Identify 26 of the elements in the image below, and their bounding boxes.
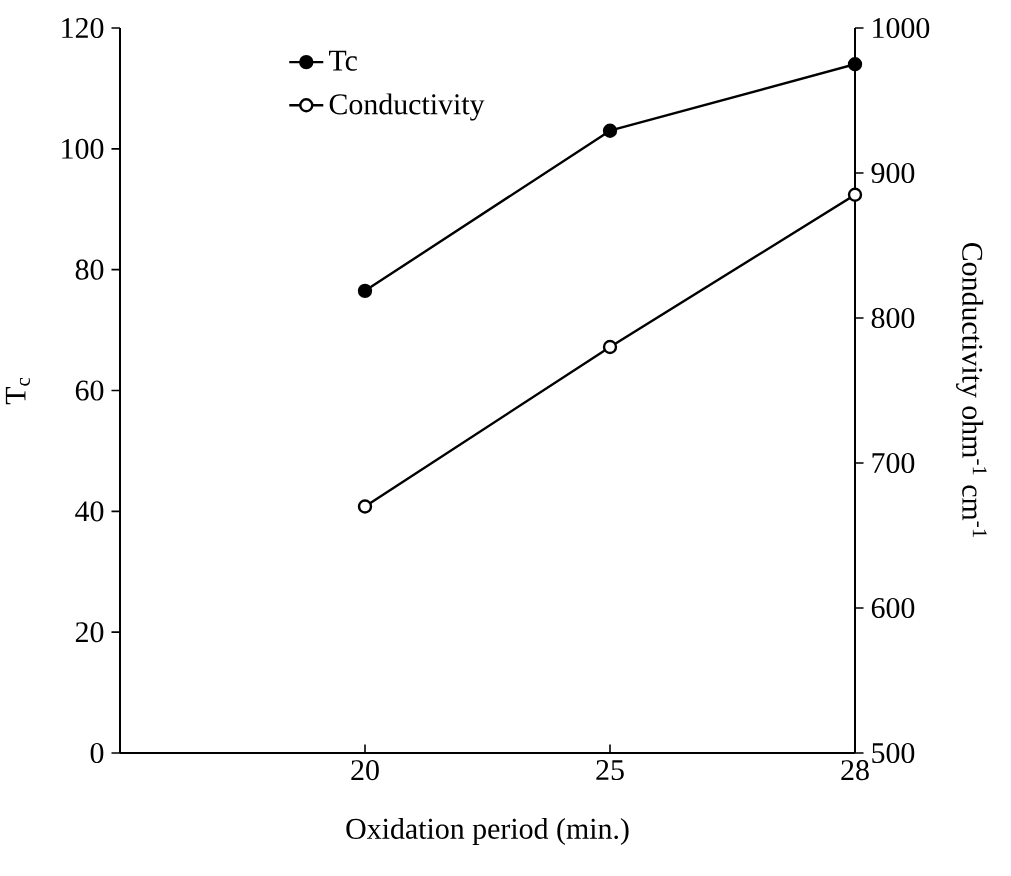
y-tick-label: 0 bbox=[90, 742, 104, 764]
point bbox=[602, 123, 618, 138]
y-tick-label: 40 bbox=[75, 501, 104, 522]
y-tick-label: 60 bbox=[75, 380, 104, 401]
x-tick-label: 28 bbox=[841, 760, 869, 781]
x-axis-title: Oxidation period (min.) bbox=[346, 817, 629, 845]
y-tick-label: 120 bbox=[62, 17, 104, 39]
x-tick-label: 25 bbox=[596, 760, 624, 781]
y2-axis-title: Conductivity ohm$^{-1}$ cm$^{-1}$ bbox=[956, 242, 987, 537]
y-tick-label: 20 bbox=[75, 622, 104, 643]
point bbox=[357, 283, 373, 298]
legend-label: Tc bbox=[329, 50, 358, 71]
y-tick-label: 80 bbox=[75, 259, 104, 280]
point bbox=[847, 187, 863, 202]
y2-tick-label: 900 bbox=[871, 162, 915, 184]
y2-tick-label: 800 bbox=[871, 307, 915, 329]
point bbox=[602, 339, 618, 355]
legend-label: Conductivity bbox=[329, 93, 485, 121]
y2-tick-label: 500 bbox=[872, 742, 915, 764]
point bbox=[357, 499, 373, 514]
y2-tick-label: 600 bbox=[871, 597, 915, 619]
y2-tick-label: 1000 bbox=[873, 17, 930, 39]
x-tick-label: 20 bbox=[351, 760, 379, 781]
y-axis-title: T$_{c}$ bbox=[5, 377, 30, 405]
y2-tick-label: 700 bbox=[872, 452, 915, 474]
y-tick-label: 100 bbox=[62, 138, 104, 159]
